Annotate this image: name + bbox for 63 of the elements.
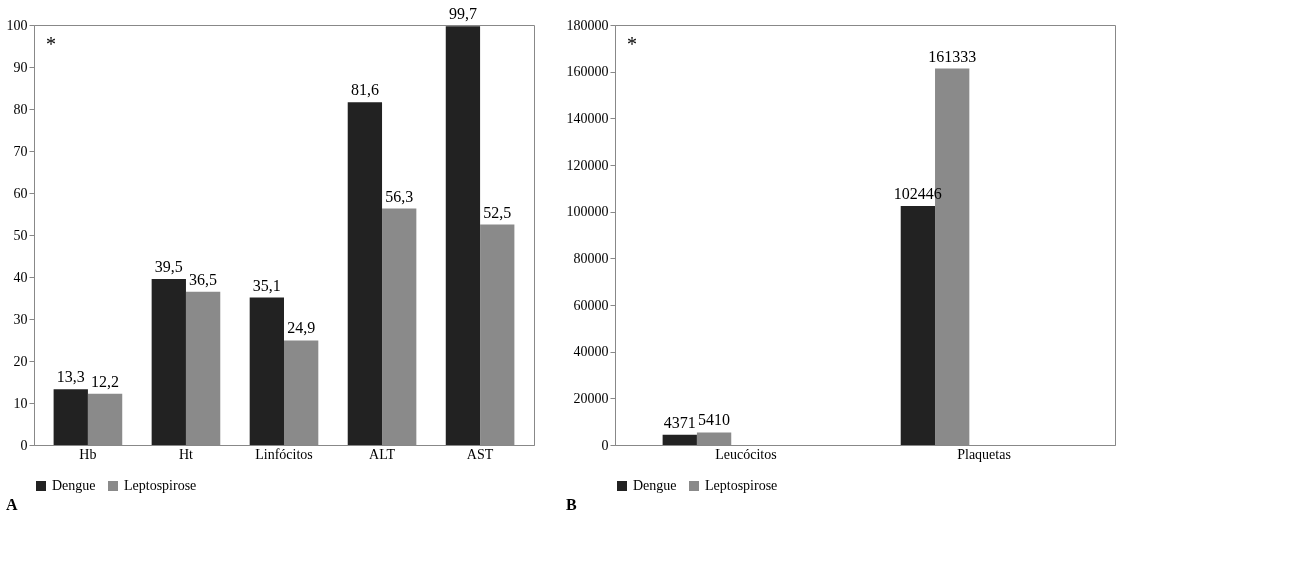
- y-tick-label: 40000: [573, 344, 609, 360]
- data-label: 35,1: [252, 276, 281, 294]
- text: B: [566, 496, 577, 513]
- text: A: [6, 496, 18, 513]
- bar: [87, 393, 123, 445]
- y-tick-label: 100: [6, 17, 28, 33]
- y-tick-label: 80000: [573, 250, 609, 266]
- y-tick-label: 140000: [566, 110, 609, 126]
- bar: [249, 297, 284, 445]
- bar: [445, 26, 481, 445]
- bar: [480, 224, 515, 445]
- y-tick-label: 90: [13, 59, 28, 75]
- legend-label: Leptospirose: [124, 478, 197, 493]
- bar: [900, 205, 936, 445]
- annotation: *: [46, 33, 56, 55]
- bar: [382, 208, 417, 445]
- data-label: 102446: [893, 184, 942, 202]
- y-tick-label: 60: [13, 185, 28, 201]
- y-tick-label: 80: [13, 101, 28, 117]
- y-tick-label: 60000: [573, 297, 609, 313]
- data-label: 12,2: [91, 372, 120, 390]
- x-tick-label: Leucócitos: [715, 446, 777, 462]
- legend-label: Dengue: [633, 478, 677, 493]
- data-label: 81,6: [350, 81, 379, 99]
- x-tick-label: Ht: [178, 446, 194, 462]
- x-tick-label: Hb: [79, 446, 97, 462]
- x-tick-label: AST: [466, 446, 494, 462]
- bar: [284, 340, 319, 445]
- bar: [151, 279, 186, 445]
- y-tick-label: 10: [13, 395, 28, 411]
- data-label: 99,7: [448, 5, 477, 23]
- data-label: 36,5: [189, 270, 218, 288]
- data-label: 4371: [663, 413, 696, 431]
- y-tick-label: 30: [13, 311, 28, 327]
- x-tick-label: Plaquetas: [957, 446, 1011, 462]
- y-tick-label: 0: [601, 437, 609, 453]
- data-label: 24,9: [287, 319, 316, 337]
- y-tick-label: 20000: [573, 390, 609, 406]
- bar: [662, 434, 697, 445]
- bar: [185, 291, 221, 445]
- annotation: *: [627, 33, 637, 55]
- y-tick-label: 40: [13, 269, 28, 285]
- y-tick-label: 100000: [566, 204, 609, 220]
- y-tick-label: 20: [13, 353, 28, 369]
- y-tick-label: 70: [13, 143, 28, 159]
- y-tick-label: 50: [13, 227, 28, 243]
- data-label: 161333: [928, 47, 977, 65]
- data-label: 56,3: [385, 187, 414, 205]
- data-label: 13,3: [56, 368, 85, 386]
- data-label: 52,5: [483, 203, 512, 221]
- x-tick-label: ALT: [369, 446, 396, 462]
- bar: [696, 432, 732, 445]
- bar: [53, 389, 88, 445]
- data-label: 39,5: [154, 258, 183, 276]
- legend-label: Dengue: [52, 478, 96, 493]
- y-tick-label: 0: [20, 437, 28, 453]
- data-label: 5410: [698, 411, 731, 429]
- y-tick-label: 120000: [566, 157, 609, 173]
- y-tick-label: 180000: [566, 17, 609, 33]
- bar: [347, 102, 383, 445]
- legend-label: Leptospirose: [705, 478, 778, 493]
- y-tick-label: 160000: [566, 64, 609, 80]
- x-tick-label: Linfócitos: [255, 446, 313, 462]
